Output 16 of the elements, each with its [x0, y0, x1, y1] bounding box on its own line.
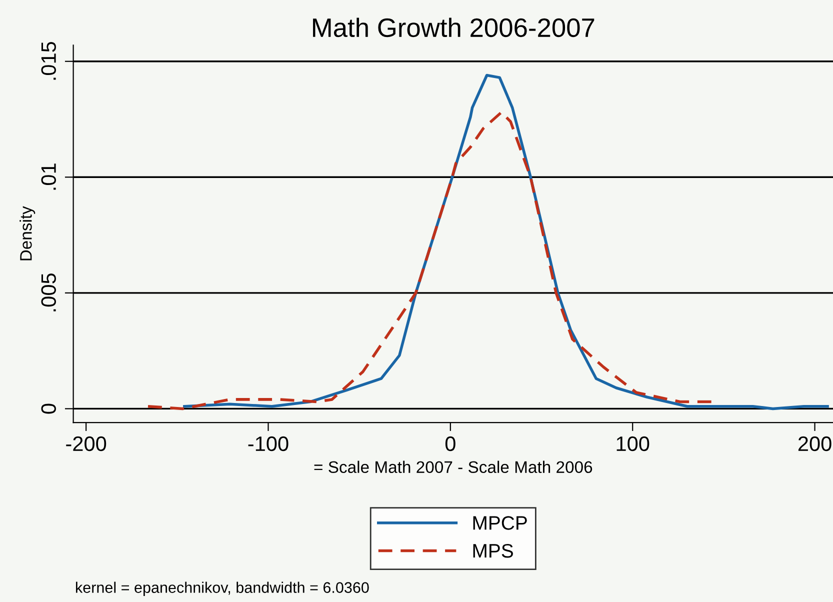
y-tick-label: 0 — [41, 404, 56, 414]
y-tick-label: .005 — [41, 274, 56, 312]
line-series — [146, 110, 714, 410]
chart-title: Math Growth 2006-2007 — [313, 18, 594, 38]
legend-label: MPCP — [473, 516, 527, 530]
x-axis-title: = Scale Math 2007 - Scale Math 2006 — [314, 460, 592, 474]
y-tick-label: .01 — [41, 164, 56, 190]
x-tick-label: 200 — [798, 436, 832, 452]
x-tick-label: 0 — [445, 436, 456, 452]
legend-label: MPS — [473, 544, 513, 558]
y-tick-label: .015 — [41, 42, 56, 80]
text: kernel = epanechnikov, bandwidth = 6.0360 — [76, 582, 369, 596]
x-tick-label: 100 — [616, 436, 650, 452]
x-tick-label: -200 — [66, 436, 106, 452]
y-axis-title: Density — [20, 206, 36, 260]
x-tick-label: -100 — [248, 436, 288, 452]
